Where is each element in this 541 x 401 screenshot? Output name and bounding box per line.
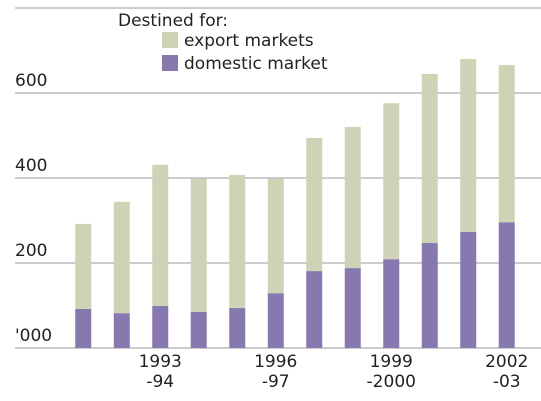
bar-segment [229,175,246,309]
x-tick-label: 1999 -2000 [366,352,416,392]
bar-segment [190,311,207,348]
bar-segment [344,127,361,269]
bar-segment [267,293,284,348]
y-tick-label: 200 [15,241,47,261]
bar-segment [498,64,515,223]
bar-segment [460,59,477,232]
legend-swatch [162,32,178,48]
bar-segment [113,313,130,348]
bar-segment [152,164,169,306]
legend-label: domestic market [184,54,328,74]
legend-title: Destined for: [118,11,228,31]
bar-segment [306,138,323,272]
y-tick-label: '000 [15,326,52,346]
bar-segment [344,268,361,348]
x-tick-label: 1993 -94 [138,352,182,392]
bar-segment [306,271,323,348]
bar-segment [75,308,92,348]
bar-segment [421,243,438,348]
bar-segment [75,223,92,309]
bar-segment [267,178,284,294]
bar-segment [229,308,246,348]
bar-segment [383,103,400,260]
x-tick-label: 1996 -97 [254,352,298,392]
bar-segment [383,259,400,348]
bar-segment [152,305,169,348]
bar-segment [460,231,477,348]
bar-segment [421,73,438,244]
bar-segment [190,178,207,312]
legend-swatch [162,55,178,71]
bar-segment [498,222,515,348]
y-tick-label: 400 [15,156,47,176]
y-tick-label: 600 [15,71,47,91]
x-tick-label: 2002 -03 [485,352,529,392]
bar-segment [113,201,130,314]
legend-label: export markets [184,31,314,51]
